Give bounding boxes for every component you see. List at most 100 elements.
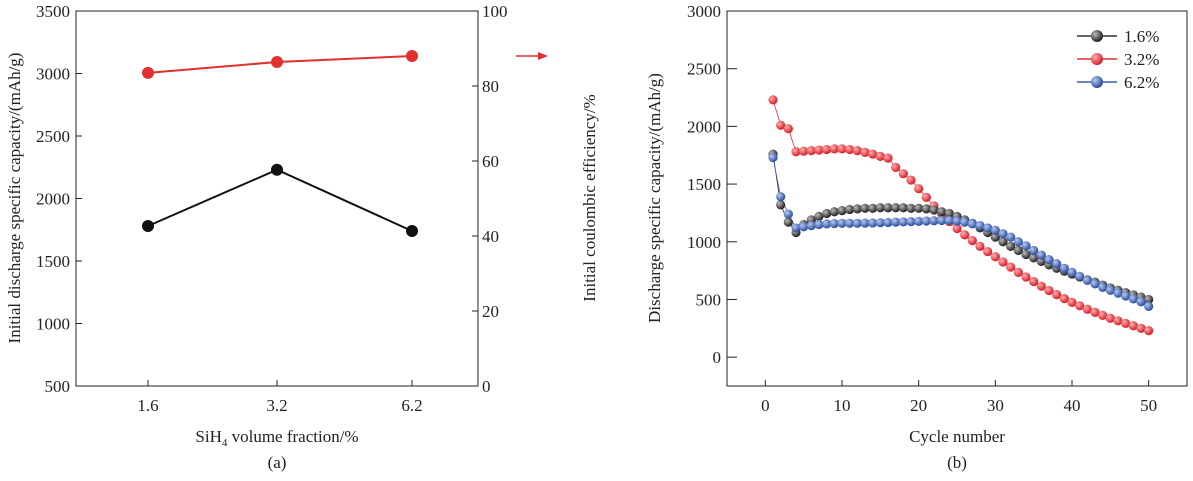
y2-tick-label: 20 — [482, 302, 499, 321]
data-point — [1067, 267, 1077, 277]
y-tick-label: 1000 — [36, 315, 70, 334]
data-point — [937, 215, 947, 226]
data-point — [952, 223, 962, 234]
data-point — [998, 257, 1008, 267]
data-point — [791, 147, 801, 157]
data-point — [1013, 237, 1023, 247]
data-point — [1036, 281, 1046, 291]
data-point — [891, 162, 901, 172]
chart-b-caption: (b) — [947, 453, 967, 472]
chart-a-y2label: Initial coulombic efficiency/% — [580, 94, 599, 301]
data-point — [921, 192, 931, 202]
y2-tick-label: 0 — [482, 377, 491, 396]
series-line — [147, 168, 413, 232]
data-point — [1067, 297, 1077, 307]
data-point — [1013, 267, 1023, 277]
data-point — [776, 120, 786, 130]
legend-marker — [1091, 76, 1103, 88]
chart-a: 500 1000 1500 2000 2500 3000 3500 0 20 40 60 80 100 1… — [36, 2, 548, 415]
data-point — [906, 175, 916, 185]
y-tick-label: 0 — [713, 348, 722, 367]
legend-label: 3.2% — [1124, 50, 1159, 69]
data-point — [1021, 249, 1031, 260]
data-point — [1036, 256, 1046, 266]
data-point — [937, 207, 947, 217]
data-point — [1013, 245, 1023, 256]
x-tick-label: 40 — [1064, 396, 1081, 415]
y-tick-label: 500 — [45, 377, 71, 396]
y-tick-label: 2000 — [687, 117, 721, 136]
data-point — [983, 246, 993, 257]
data-point — [1144, 326, 1154, 336]
data-point — [1082, 275, 1092, 286]
data-point — [829, 207, 839, 217]
data-point — [1098, 310, 1108, 320]
data-point — [875, 151, 885, 161]
y-tick-label: 1500 — [687, 175, 721, 194]
x-tick-label: 20 — [910, 396, 927, 415]
data-point — [1021, 272, 1031, 282]
data-point — [837, 144, 847, 154]
data-point — [799, 222, 809, 232]
x-tick-label: 0 — [761, 396, 770, 415]
plot-frame — [726, 10, 1188, 387]
data-point — [1029, 245, 1039, 256]
data-point — [406, 225, 418, 237]
y2-tick-label: 100 — [482, 2, 508, 21]
y-tick-label: 3000 — [36, 65, 70, 84]
data-point — [990, 232, 1000, 242]
data-point — [990, 252, 1000, 262]
y2-tick-label: 60 — [482, 152, 499, 171]
data-point — [852, 204, 862, 214]
chart-a-ylabel: Initial discharge specific capacity/(mAh… — [5, 53, 24, 344]
data-point — [960, 230, 970, 240]
data-point — [1059, 263, 1069, 273]
data-point — [814, 145, 824, 155]
data-point — [1006, 262, 1016, 272]
data-point — [1052, 290, 1062, 300]
data-point — [1006, 232, 1016, 242]
data-point — [1029, 276, 1039, 287]
y-tick-label: 500 — [696, 290, 722, 309]
data-point — [829, 218, 839, 229]
data-point — [783, 217, 793, 227]
x-tick-label: 10 — [834, 396, 851, 415]
data-point — [1105, 285, 1115, 295]
data-point — [883, 203, 893, 213]
data-point — [768, 152, 778, 163]
data-point — [875, 203, 885, 213]
data-point — [271, 56, 283, 68]
data-point — [837, 206, 847, 216]
data-point — [1059, 294, 1069, 304]
data-point — [776, 192, 786, 202]
data-point — [1075, 271, 1085, 281]
chart-b-ylabel: Discharge specific capacity/(mAh/g) — [645, 73, 664, 323]
data-point — [983, 223, 993, 233]
legend-marker — [1091, 53, 1103, 65]
data-point — [1075, 301, 1085, 311]
data-point — [829, 144, 839, 154]
data-point — [1144, 301, 1154, 311]
data-point — [1105, 313, 1115, 323]
data-point — [845, 204, 855, 215]
data-point — [1098, 282, 1108, 292]
data-point — [868, 218, 878, 228]
data-point — [845, 144, 855, 155]
data-point — [914, 216, 924, 226]
data-point — [1136, 297, 1146, 307]
data-point — [1029, 253, 1039, 263]
data-point — [860, 203, 870, 213]
y-tick-label: 3500 — [36, 2, 70, 21]
data-point — [1021, 241, 1031, 251]
data-point — [883, 153, 893, 163]
data-point — [944, 215, 954, 226]
y-tick-label: 1000 — [687, 233, 721, 252]
data-point — [883, 217, 893, 228]
y-tick-label: 3000 — [687, 2, 721, 21]
y-tick-label: 2500 — [687, 60, 721, 79]
data-point — [1121, 291, 1131, 301]
data-point — [845, 218, 855, 228]
data-point — [952, 216, 962, 226]
y-tick-label: 1500 — [36, 252, 70, 271]
